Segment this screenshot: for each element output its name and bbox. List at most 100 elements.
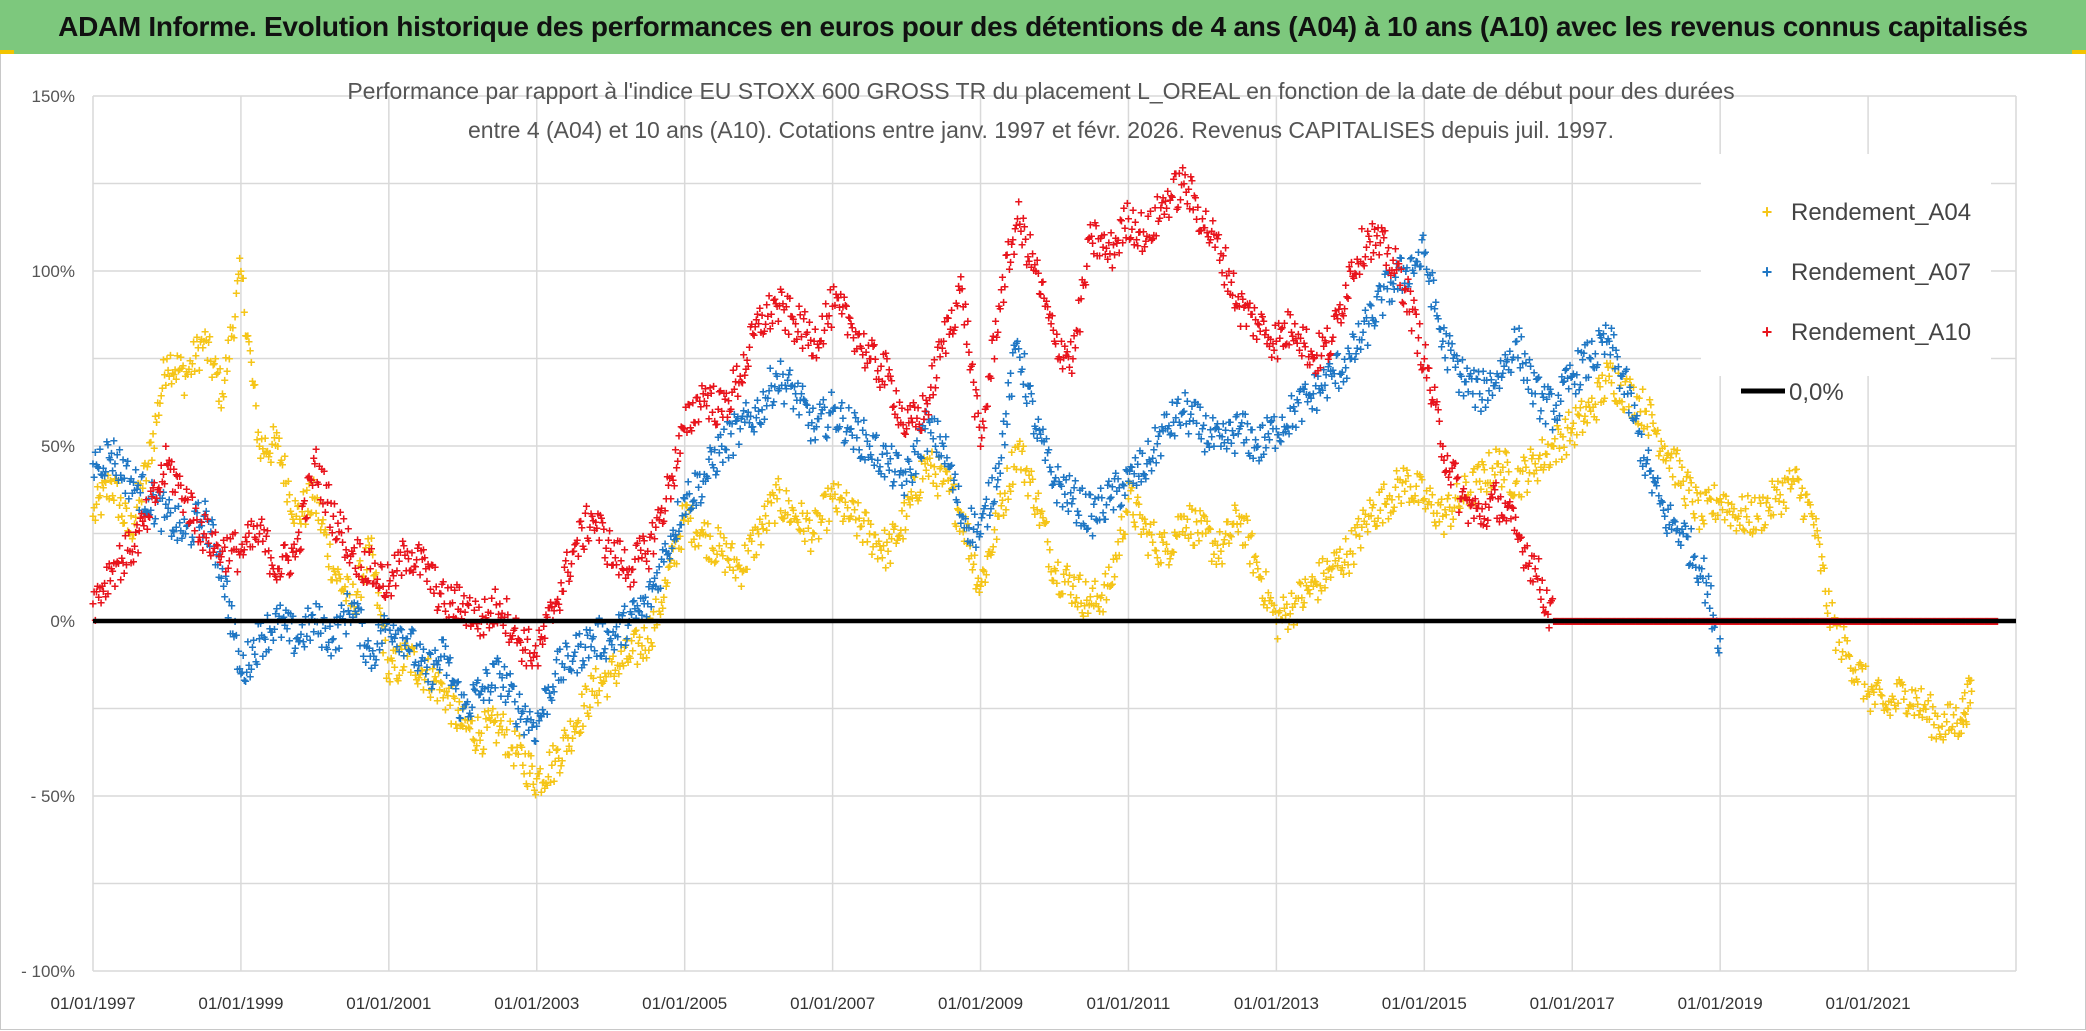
data-point: + bbox=[699, 526, 707, 542]
data-point: + bbox=[950, 476, 958, 492]
data-point: + bbox=[647, 599, 655, 615]
data-point: + bbox=[906, 496, 914, 512]
data-point: + bbox=[283, 494, 291, 510]
data-point: + bbox=[300, 493, 308, 509]
data-point: + bbox=[143, 458, 151, 474]
data-point: + bbox=[1273, 630, 1281, 646]
data-point: + bbox=[954, 502, 962, 518]
data-point: + bbox=[585, 708, 593, 724]
data-point: + bbox=[685, 502, 693, 518]
data-point: + bbox=[1251, 548, 1259, 564]
x-tick-label: 01/01/2011 bbox=[1087, 994, 1171, 1013]
data-point: + bbox=[956, 523, 964, 539]
data-point: + bbox=[203, 352, 211, 368]
data-point: + bbox=[1010, 246, 1018, 262]
data-point: + bbox=[321, 522, 329, 538]
data-point: + bbox=[397, 641, 405, 657]
data-point: + bbox=[250, 377, 258, 393]
data-point: + bbox=[146, 434, 154, 450]
data-point: + bbox=[1466, 484, 1474, 500]
data-point: + bbox=[1034, 485, 1042, 501]
data-point: + bbox=[1409, 491, 1417, 507]
data-point: + bbox=[1242, 508, 1250, 524]
data-point: + bbox=[778, 509, 786, 525]
data-point: + bbox=[1180, 508, 1188, 524]
data-point: + bbox=[810, 526, 818, 542]
data-point: + bbox=[525, 745, 533, 761]
data-point: + bbox=[1190, 537, 1198, 553]
data-point: + bbox=[621, 542, 629, 558]
data-point: + bbox=[1505, 464, 1513, 480]
data-point: + bbox=[924, 406, 932, 422]
data-point: + bbox=[738, 564, 746, 580]
data-point: + bbox=[1033, 501, 1041, 517]
data-point: + bbox=[314, 512, 322, 528]
data-point: + bbox=[1046, 542, 1054, 558]
data-point: + bbox=[1071, 339, 1079, 355]
data-point: + bbox=[394, 673, 402, 689]
data-point: + bbox=[151, 408, 159, 424]
data-point: + bbox=[552, 742, 560, 758]
data-point: + bbox=[1386, 487, 1394, 503]
data-point: + bbox=[1411, 488, 1419, 504]
data-point: + bbox=[857, 518, 865, 534]
data-point: + bbox=[1253, 554, 1261, 570]
data-point: + bbox=[915, 490, 923, 506]
data-point: + bbox=[208, 369, 216, 385]
data-point: + bbox=[1440, 526, 1448, 542]
y-tick-label: 0% bbox=[50, 612, 75, 631]
data-point: + bbox=[735, 557, 743, 573]
data-point: + bbox=[544, 769, 552, 785]
data-point: + bbox=[1514, 461, 1522, 477]
data-point: + bbox=[1394, 471, 1402, 487]
data-point: + bbox=[848, 493, 856, 509]
performance-scatter-chart: 150%100%50%0%- 50%- 100%01/01/1997 01/01/… bbox=[21, 78, 2017, 1013]
data-point: + bbox=[771, 515, 779, 531]
data-point: + bbox=[998, 492, 1006, 508]
data-point: + bbox=[1429, 272, 1437, 288]
data-point: + bbox=[1041, 515, 1049, 531]
data-point: + bbox=[1001, 485, 1009, 501]
data-point: + bbox=[124, 522, 132, 538]
data-point: + bbox=[636, 629, 644, 645]
data-point: + bbox=[1362, 516, 1370, 532]
data-point: + bbox=[1147, 527, 1155, 543]
data-point: + bbox=[1079, 608, 1087, 624]
data-point: + bbox=[1215, 550, 1223, 566]
data-point: + bbox=[243, 328, 251, 344]
data-point: + bbox=[198, 331, 206, 347]
legend-label: Rendement_A04 bbox=[1791, 199, 1971, 226]
data-point: + bbox=[409, 640, 417, 656]
data-point: + bbox=[800, 523, 808, 539]
data-point: + bbox=[600, 673, 608, 689]
data-point: + bbox=[1138, 510, 1146, 526]
data-point: + bbox=[399, 662, 407, 678]
data-point: + bbox=[558, 753, 566, 769]
data-point: + bbox=[536, 760, 544, 776]
data-point: + bbox=[349, 576, 357, 592]
data-point: + bbox=[1343, 370, 1351, 386]
data-point: + bbox=[919, 471, 927, 487]
data-point: + bbox=[296, 511, 304, 527]
data-point: + bbox=[1234, 523, 1242, 539]
data-point: + bbox=[92, 496, 100, 512]
data-point: + bbox=[1405, 494, 1413, 510]
data-point: + bbox=[1312, 574, 1320, 590]
data-point: + bbox=[946, 470, 954, 486]
data-point: + bbox=[560, 722, 568, 738]
data-point: + bbox=[823, 522, 831, 538]
data-point: + bbox=[1023, 460, 1031, 476]
data-point: + bbox=[1351, 520, 1359, 536]
data-point: + bbox=[169, 365, 177, 381]
data-point: + bbox=[990, 494, 998, 510]
data-point: + bbox=[918, 453, 926, 469]
data-point: + bbox=[459, 718, 467, 734]
data-point: + bbox=[1516, 463, 1524, 479]
data-point: + bbox=[1462, 474, 1470, 490]
data-point: + bbox=[890, 521, 898, 537]
data-point: + bbox=[900, 495, 908, 511]
x-tick-label: 01/01/1999 bbox=[198, 994, 283, 1013]
data-point: + bbox=[1000, 507, 1008, 523]
data-point: + bbox=[1600, 390, 1608, 406]
data-point: + bbox=[1117, 508, 1125, 524]
